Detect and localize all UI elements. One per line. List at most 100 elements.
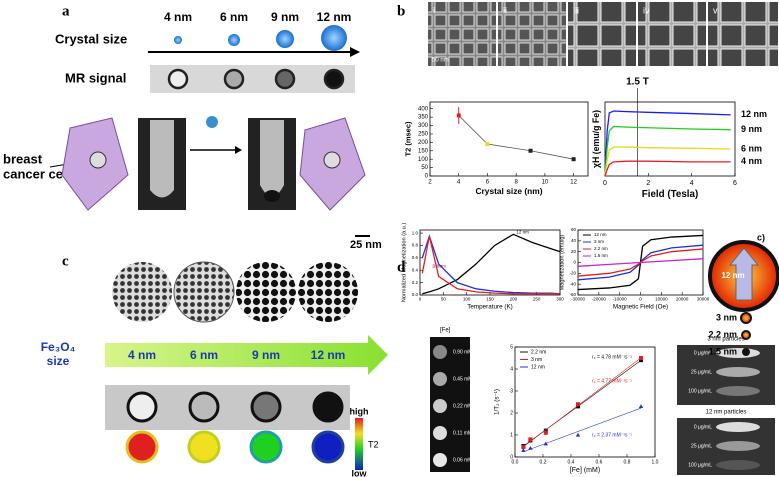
y-tick-label: 350: [418, 115, 429, 121]
y-tick-label: 60: [571, 227, 577, 232]
mr-spot: [274, 68, 296, 90]
tem-label: iii: [573, 5, 579, 15]
mr-spot: [126, 391, 158, 423]
y-tick-label: 0.6: [412, 255, 419, 260]
mr-spot: [323, 68, 345, 90]
y-tick-label: -40: [569, 281, 576, 286]
tem-image: [173, 261, 235, 323]
y-tick-label: 0.4: [412, 267, 419, 272]
concentration-label: 0.06 mM: [453, 457, 472, 463]
sphere: [174, 36, 182, 44]
tem-label: ii: [503, 5, 507, 15]
material-label: Fe₃O₄: [41, 340, 76, 354]
data-point: [528, 437, 533, 442]
y-tick-label: 1: [510, 432, 513, 438]
x-tick-label: 100: [463, 297, 471, 302]
tem-image: [708, 2, 778, 66]
sphere: [321, 25, 347, 51]
y-tick-label: 300: [418, 123, 429, 129]
x-tick-label: 0.8: [624, 459, 631, 465]
mri-sample: [716, 422, 760, 432]
tem-image: [236, 262, 296, 322]
x-tick-label: 0.0: [512, 459, 519, 465]
nucleus: [323, 151, 341, 169]
tem-image: [428, 2, 496, 66]
series-line: [421, 236, 560, 295]
size-label: 4 nm: [128, 348, 156, 362]
series-line: [604, 125, 731, 177]
data-point: [639, 358, 643, 363]
y-tick-label: -20: [569, 271, 576, 276]
curve-label: 12 nm: [516, 230, 529, 235]
mri-sample: [716, 386, 760, 396]
y-tick-label: 250: [418, 132, 429, 138]
series-line: [422, 233, 561, 295]
row-label: MR signal: [65, 70, 126, 85]
fit-line: [523, 357, 642, 448]
arrow-head: [350, 47, 360, 57]
arrow-head: [235, 146, 242, 154]
dose-label: 0 μg/mL: [694, 424, 712, 430]
y-tick-label: 20: [571, 249, 577, 254]
size-label: 9 nm: [271, 10, 299, 24]
x-axis-label: Temperature (K): [467, 303, 513, 310]
legend-label: 3 nm: [594, 239, 604, 244]
phantom-header: [Fe]: [440, 328, 451, 334]
series-line: [604, 110, 731, 177]
data-point: [543, 430, 548, 435]
nucleus: [89, 151, 107, 169]
x-tick-label: 2: [428, 180, 432, 186]
pellet: [264, 190, 280, 202]
series-line: [604, 160, 731, 177]
series-label: 4 nm: [741, 156, 762, 166]
scale-label: 25 nm: [350, 239, 382, 251]
scale-label: 50 nm: [432, 58, 449, 64]
x-tick-label: 50: [441, 297, 447, 302]
data-point: [456, 113, 461, 118]
color-spot: [125, 430, 159, 464]
x-tick-label: 0: [639, 297, 642, 302]
y-axis-label: 1/T₂ (s⁻¹): [494, 389, 501, 415]
y-tick-label: 40: [571, 238, 577, 243]
x-tick-label: 200: [510, 297, 518, 302]
size-label: 6 nm: [220, 10, 248, 24]
y-tick-label: 5: [510, 344, 513, 350]
data-point: [575, 432, 581, 437]
y-tick-label: 0.2: [412, 280, 419, 285]
mri-sample: [716, 367, 760, 377]
inset-label: c): [757, 232, 765, 242]
inset-core: 12 nm: [721, 271, 744, 280]
moment-arrow: [728, 247, 760, 301]
panel-label: b: [397, 3, 405, 19]
phantom-spot: [433, 372, 447, 386]
inset-size: 1.5 nm: [708, 346, 737, 356]
cell-label: cancer cell: [3, 166, 70, 181]
dose-label: 100 μg/mL: [688, 462, 712, 468]
tem-label: iv: [643, 5, 650, 15]
color-spot: [187, 430, 221, 464]
x-tick-label: 0.6: [596, 459, 603, 465]
fit-label: r₂ = 2.37 mM⁻¹s⁻¹: [592, 432, 632, 438]
sphere: [228, 34, 240, 46]
y-tick-label: 150: [418, 148, 429, 154]
data-point: [528, 148, 533, 153]
x-tick-label: 150: [486, 297, 494, 302]
data-point: [571, 157, 576, 162]
legend-label: 1.5 nm: [594, 253, 608, 258]
legend-label: 3 nm: [531, 357, 542, 363]
x-tick-label: -20000: [592, 297, 607, 302]
x-tick-label: 250: [533, 297, 541, 302]
y-tick-label: -60: [569, 292, 576, 297]
y-tick-label: 100: [418, 157, 429, 163]
mr-spot: [312, 391, 344, 423]
x-tick-label: 10000: [655, 297, 668, 302]
scale-low: low: [352, 468, 368, 477]
x-tick-label: -10000: [613, 297, 628, 302]
x-tick-label: 20000: [676, 297, 689, 302]
data-point: [576, 402, 580, 407]
concentration-label: 0.11 mM: [453, 430, 472, 436]
series-label: 12 nm: [741, 109, 767, 119]
fit-label: r₂ = 4.78 mM⁻¹s⁻¹: [592, 354, 632, 360]
y-axis-label: Normalized Magnetization (a.u.): [401, 223, 407, 303]
inset-particle: [740, 312, 752, 324]
